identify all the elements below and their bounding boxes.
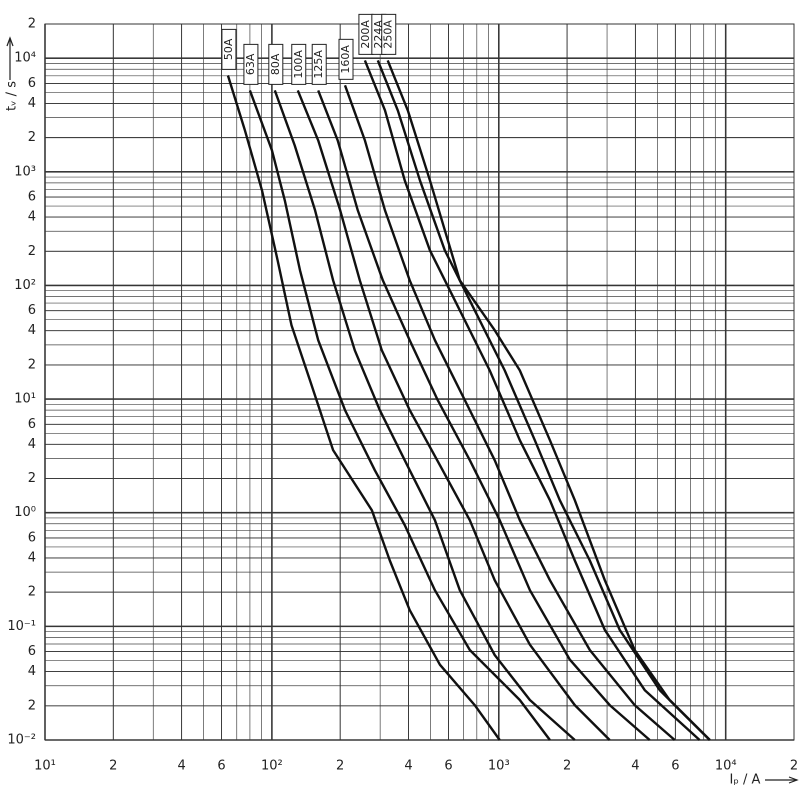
curve: [273, 89, 576, 741]
x-tick-label: 10⁴: [715, 759, 737, 774]
y-tick-label: 4: [28, 664, 36, 679]
x-tick-label: 6: [217, 759, 225, 774]
y-tick-label: 4: [28, 437, 36, 452]
y-tick-label: 2: [28, 471, 36, 486]
curve: [363, 59, 701, 741]
y-tick-label: 10⁻¹: [7, 619, 36, 634]
x-tick-label: 2: [109, 759, 117, 774]
y-tick-label: 10⁴: [14, 51, 36, 66]
y-tick-label: 6: [28, 303, 36, 318]
y-tick-label: 4: [28, 96, 36, 111]
x-axis-arrow: [765, 776, 799, 784]
curve-label-box: [381, 13, 397, 55]
curve-label-box: [311, 43, 327, 85]
x-tick-label: 10²: [261, 759, 283, 774]
curve: [296, 89, 611, 741]
legend-label: 80A: [269, 53, 282, 75]
y-tick-label: 10⁻²: [7, 733, 36, 748]
x-tick-label: 10³: [488, 759, 510, 774]
curve-label: 125A: [311, 43, 327, 85]
curve: [317, 89, 651, 741]
curve: [226, 75, 501, 741]
y-tick-label: 10¹: [14, 392, 36, 407]
x-tick-label: 2: [563, 759, 571, 774]
legend-label: 100A: [292, 50, 305, 79]
legend-label: 63A: [244, 53, 257, 75]
y-tick-label: 10³: [14, 164, 36, 179]
curve: [343, 84, 676, 741]
y-tick-label: 2: [28, 357, 36, 372]
curve-label: 50A: [221, 28, 237, 70]
legend-label: 50A: [222, 38, 235, 60]
legend-label: 160A: [339, 45, 352, 74]
x-tick-label: 2: [336, 759, 344, 774]
curve-label: 160A: [338, 38, 354, 80]
curve-label: 250A: [381, 13, 397, 55]
x-tick-label: 6: [671, 759, 679, 774]
y-tick-label: 10²: [14, 278, 36, 293]
x-tick-label: 10¹: [34, 759, 56, 774]
x-tick-label: 4: [631, 759, 639, 774]
curve-label-box: [291, 43, 307, 85]
y-tick-label: 6: [28, 417, 36, 432]
plot-frame: [44, 23, 795, 741]
curve: [386, 59, 711, 741]
curve-label-box: [338, 38, 354, 80]
x-tick-label: 2: [790, 759, 798, 774]
curve: [376, 59, 711, 741]
y-axis-label: tᵥ / s: [5, 81, 20, 111]
x-tick-label: 4: [177, 759, 185, 774]
y-tick-label: 2: [28, 130, 36, 145]
curve-label: 100A: [291, 43, 307, 85]
legend-label: 200A: [359, 20, 372, 49]
y-tick-label: 6: [28, 76, 36, 91]
legend-label: 250A: [382, 20, 395, 49]
y-tick-label: 2: [28, 244, 36, 259]
y-tick-label: 6: [28, 530, 36, 545]
y-axis-arrow: [6, 36, 14, 80]
curve-label: 63A: [243, 43, 259, 85]
y-tick-label: 4: [28, 323, 36, 338]
curve-label: 200A: [358, 13, 374, 55]
y-tick-label: 4: [28, 210, 36, 225]
y-tick-label: 10⁰: [14, 505, 36, 520]
grid: [44, 23, 795, 741]
curve-label: 80A: [268, 43, 284, 85]
y-tick-label: 6: [28, 644, 36, 659]
curve-label-box: [268, 43, 284, 85]
curve-label-box: [221, 28, 237, 70]
curve: [248, 89, 551, 741]
y-tick-label: 2: [28, 17, 36, 32]
y-tick-label: 2: [28, 585, 36, 600]
x-tick-label: 4: [404, 759, 412, 774]
legend-label: 125A: [312, 50, 325, 79]
y-tick-label: 4: [28, 550, 36, 565]
x-tick-label: 6: [444, 759, 452, 774]
curve-label-box: [243, 43, 259, 85]
x-axis-label: Iₚ / A: [730, 773, 761, 788]
y-tick-label: 6: [28, 190, 36, 205]
y-tick-label: 2: [28, 698, 36, 713]
